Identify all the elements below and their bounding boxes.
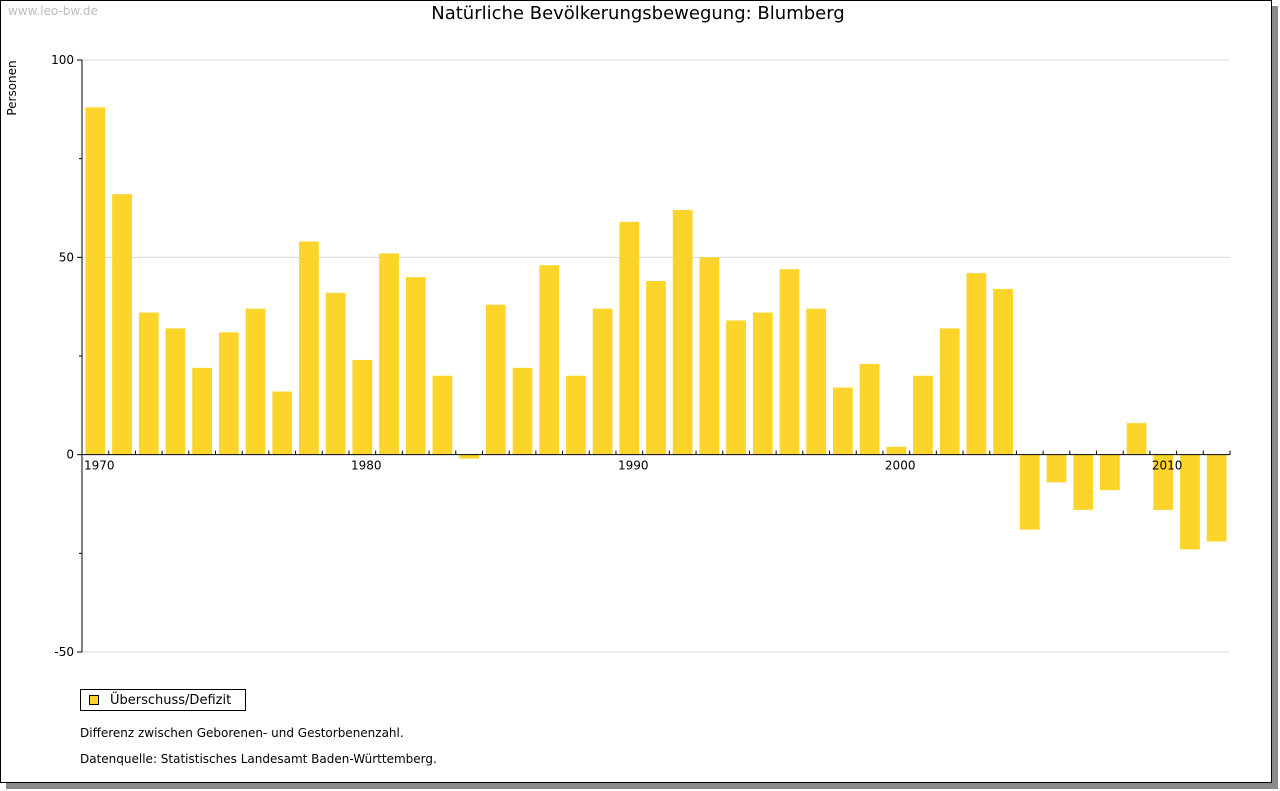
bar bbox=[1153, 454, 1174, 510]
bar bbox=[806, 308, 827, 455]
y-tick-label: 100 bbox=[51, 53, 74, 67]
bar bbox=[1099, 454, 1120, 491]
bar bbox=[833, 387, 853, 455]
bar bbox=[1046, 454, 1067, 483]
bar bbox=[1126, 423, 1147, 455]
bar bbox=[165, 328, 186, 455]
bar bbox=[539, 265, 560, 455]
bar bbox=[886, 446, 907, 455]
bar bbox=[352, 359, 373, 455]
y-tick-label: 0 bbox=[66, 448, 74, 462]
x-tick-label: 2010 bbox=[1152, 459, 1183, 473]
bar bbox=[566, 375, 586, 455]
bar bbox=[85, 107, 106, 455]
bar bbox=[138, 312, 159, 455]
y-axis-label: Personen bbox=[5, 60, 19, 115]
bar bbox=[459, 454, 479, 459]
source-note: Datenquelle: Statistisches Landesamt Bad… bbox=[80, 752, 437, 766]
x-tick-label: 1990 bbox=[618, 459, 649, 473]
x-tick-label: 1970 bbox=[84, 459, 115, 473]
definition-note: Differenz zwischen Geborenen- und Gestor… bbox=[80, 726, 404, 740]
bar bbox=[966, 273, 987, 455]
bar bbox=[485, 304, 506, 455]
bar bbox=[1073, 454, 1094, 510]
legend-label: Überschuss/Defizit bbox=[110, 692, 232, 708]
x-tick-label: 2000 bbox=[885, 459, 916, 473]
bar bbox=[672, 209, 693, 455]
tick-labels: -50 0 50 100 1970 1980 1990 2000 2010 bbox=[51, 53, 1182, 659]
bar bbox=[699, 257, 720, 455]
bar bbox=[993, 288, 1013, 455]
bar bbox=[272, 391, 293, 455]
bar bbox=[299, 241, 319, 455]
bar bbox=[619, 221, 640, 455]
y-tick-label: -50 bbox=[54, 645, 74, 659]
bar bbox=[939, 328, 960, 455]
bar bbox=[379, 253, 399, 455]
gridlines bbox=[82, 59, 1230, 653]
bar bbox=[752, 312, 773, 455]
bar bbox=[859, 363, 880, 455]
bar bbox=[245, 308, 266, 455]
bar bbox=[405, 277, 426, 455]
bars bbox=[85, 107, 1227, 550]
bar bbox=[779, 269, 800, 455]
bar bbox=[512, 367, 533, 455]
bar bbox=[913, 375, 933, 455]
bar bbox=[1019, 454, 1040, 530]
bar-chart: -50 0 50 100 1970 1980 1990 2000 2010 Personen bbox=[5, 53, 1231, 659]
chart-title: Natürliche Bevölkerungsbewegung: Blumber… bbox=[431, 3, 845, 24]
bar bbox=[325, 292, 346, 455]
bar bbox=[432, 375, 453, 455]
bar bbox=[1206, 454, 1227, 542]
bar bbox=[218, 332, 239, 455]
axes bbox=[77, 59, 1231, 653]
x-tick-label: 1980 bbox=[351, 459, 382, 473]
bar bbox=[192, 367, 213, 455]
y-tick-label: 50 bbox=[59, 250, 74, 264]
bar bbox=[646, 281, 666, 455]
watermark: www.leo-bw.de bbox=[8, 4, 98, 18]
legend: Überschuss/Defizit bbox=[80, 689, 246, 711]
bar bbox=[1180, 454, 1200, 550]
bar bbox=[112, 194, 132, 455]
legend-swatch bbox=[89, 695, 99, 705]
bar bbox=[726, 320, 746, 455]
bar bbox=[592, 308, 613, 455]
